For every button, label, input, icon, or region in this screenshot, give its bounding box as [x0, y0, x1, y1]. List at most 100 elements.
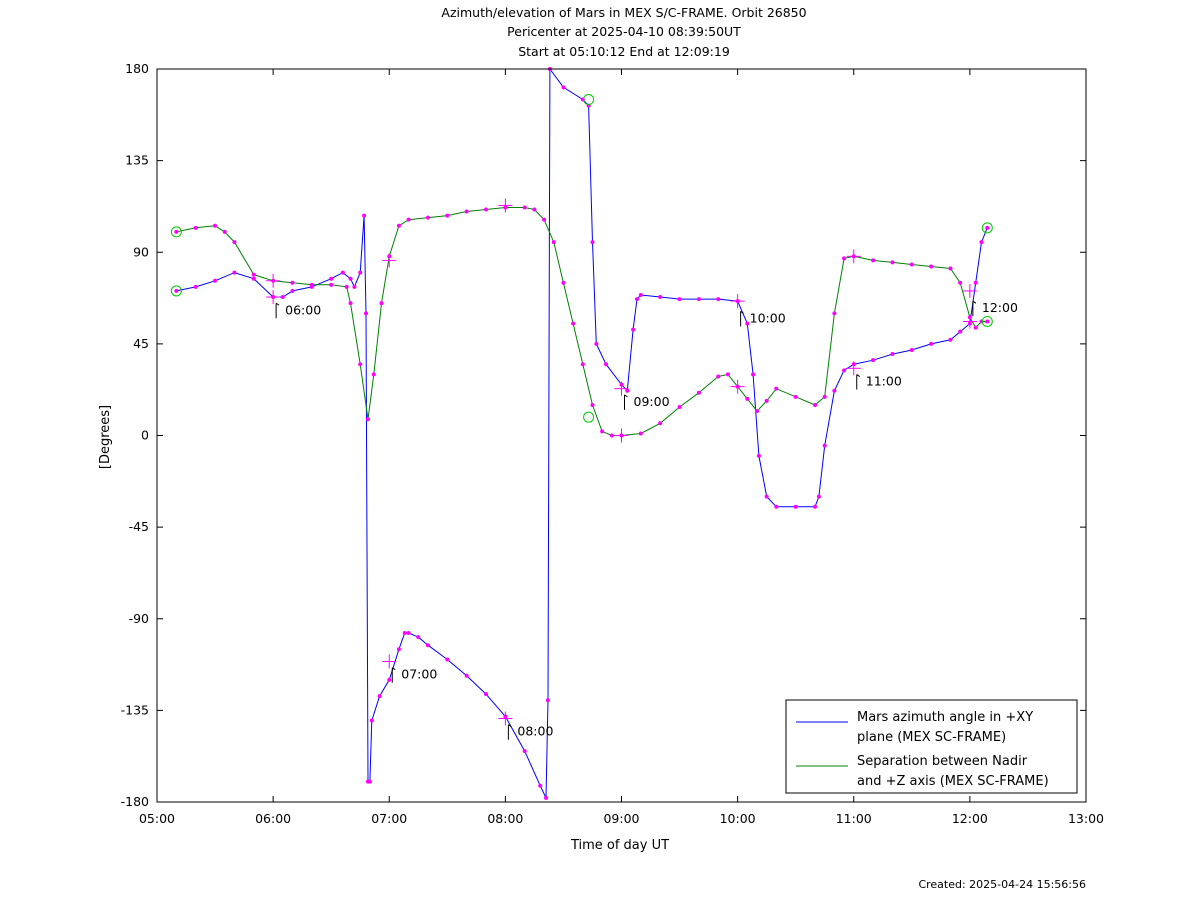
- data-point-separation: [542, 217, 547, 222]
- data-point-separation: [813, 402, 818, 407]
- data-point-azimuth: [604, 362, 609, 367]
- hour-cross-marker: [614, 381, 629, 396]
- hour-annotation: 08:00: [507, 724, 553, 740]
- hour-cross-marker: [266, 290, 281, 305]
- data-point-azimuth: [369, 718, 374, 723]
- hour-cross-marker: [266, 273, 281, 288]
- data-point-azimuth: [756, 453, 761, 458]
- data-point-azimuth: [352, 284, 357, 289]
- hour-annotation-label: 07:00: [401, 667, 437, 682]
- hour-annotation-label: 11:00: [866, 374, 902, 389]
- data-point-azimuth: [522, 749, 527, 754]
- event-circle-marker: [583, 94, 595, 106]
- data-point-separation: [580, 362, 585, 367]
- data-point-azimuth: [358, 270, 363, 275]
- data-point-separation: [309, 282, 314, 287]
- data-point-azimuth: [625, 388, 630, 393]
- data-point-azimuth: [634, 297, 639, 302]
- data-point-azimuth: [638, 293, 643, 298]
- event-circle-marker: [981, 222, 993, 234]
- data-point-azimuth: [658, 295, 663, 300]
- data-point-separation: [638, 431, 643, 436]
- data-point-azimuth: [251, 276, 256, 281]
- data-point-azimuth: [842, 368, 847, 373]
- data-point-azimuth: [232, 270, 237, 275]
- data-point-separation: [948, 266, 953, 271]
- data-point-separation: [590, 402, 595, 407]
- data-point-azimuth: [174, 288, 179, 293]
- data-point-azimuth: [348, 276, 353, 281]
- data-point-azimuth: [425, 643, 430, 648]
- x-tick-label: 06:00: [255, 811, 291, 826]
- data-point-separation: [193, 225, 198, 230]
- data-point-separation: [551, 240, 556, 245]
- legend-label-azimuth-2: plane (MEX SC-FRAME): [857, 730, 1006, 745]
- legend-box: [785, 699, 1078, 794]
- data-point-azimuth: [745, 321, 750, 326]
- data-point-separation: [745, 396, 750, 401]
- data-point-separation: [174, 229, 179, 234]
- title-line-2: Pericenter at 2025-04-10 08:39:50UT: [507, 24, 741, 39]
- hour-cross-marker: [382, 253, 397, 268]
- data-point-azimuth: [484, 692, 489, 697]
- x-tick-label: 11:00: [836, 811, 872, 826]
- data-point-separation: [774, 386, 779, 391]
- data-point-separation: [213, 223, 218, 228]
- data-point-azimuth: [774, 504, 779, 509]
- x-tick-label: 05:00: [139, 811, 175, 826]
- data-point-separation: [571, 321, 576, 326]
- data-point-azimuth: [909, 347, 914, 352]
- data-point-azimuth: [816, 494, 821, 499]
- data-point-azimuth: [538, 783, 543, 788]
- legend-label-separation-2: and +Z axis (MEX SC-FRAME): [857, 774, 1049, 789]
- x-axis: 05:00 06:00 07:00 08:00 09:00 10:00 11:00 12:00…: [139, 69, 1104, 826]
- y-tick-label: -90: [129, 611, 149, 626]
- hour-cross-marker: [498, 198, 513, 213]
- data-point-azimuth: [377, 694, 382, 699]
- data-point-azimuth: [751, 372, 756, 377]
- data-point-separation: [379, 301, 384, 306]
- data-point-azimuth: [364, 311, 369, 316]
- series-line-azimuth: [176, 69, 988, 799]
- data-point-azimuth: [340, 270, 345, 275]
- hour-annotation: 06:00: [275, 302, 321, 319]
- data-point-separation: [677, 404, 682, 409]
- hour-cross-marker: [846, 249, 861, 264]
- data-point-separation: [600, 429, 605, 434]
- y-tick-label: 135: [125, 153, 149, 168]
- x-tick-label: 13:00: [1068, 811, 1104, 826]
- hour-cross-marker: [962, 314, 977, 329]
- data-point-azimuth: [464, 673, 469, 678]
- data-point-separation: [425, 215, 430, 220]
- data-point-azimuth: [416, 635, 421, 640]
- y-tick-label: 45: [133, 336, 149, 351]
- data-point-azimuth: [832, 388, 837, 393]
- data-point-separation: [973, 325, 978, 330]
- data-point-azimuth: [590, 240, 595, 245]
- data-point-separation: [716, 374, 721, 379]
- data-point-separation: [929, 264, 934, 269]
- hour-annotation-label: 10:00: [750, 310, 786, 325]
- y-tick-label: -135: [121, 702, 149, 717]
- data-point-azimuth: [406, 631, 411, 636]
- data-point-azimuth: [544, 795, 549, 800]
- data-point-separation: [890, 260, 895, 265]
- data-point-separation: [232, 240, 237, 245]
- data-point-azimuth: [985, 225, 990, 230]
- data-point-separation: [909, 262, 914, 267]
- data-point-azimuth: [387, 677, 392, 682]
- hour-annotation-label: 06:00: [285, 302, 321, 317]
- hour-annotation: 11:00: [856, 374, 902, 390]
- data-point-separation: [522, 205, 527, 210]
- data-point-azimuth: [979, 240, 984, 245]
- data-point-separation: [754, 409, 759, 414]
- series-line-separation: [176, 207, 988, 436]
- data-point-azimuth: [193, 284, 198, 289]
- data-point-azimuth: [362, 213, 367, 218]
- data-point-separation: [561, 280, 566, 285]
- y-axis: 180 135 90 45 0 -45 -90 -135 -180: [121, 61, 1086, 809]
- hour-annotation-label: 09:00: [634, 394, 670, 409]
- data-point-separation: [658, 421, 663, 426]
- data-point-separation: [358, 362, 363, 367]
